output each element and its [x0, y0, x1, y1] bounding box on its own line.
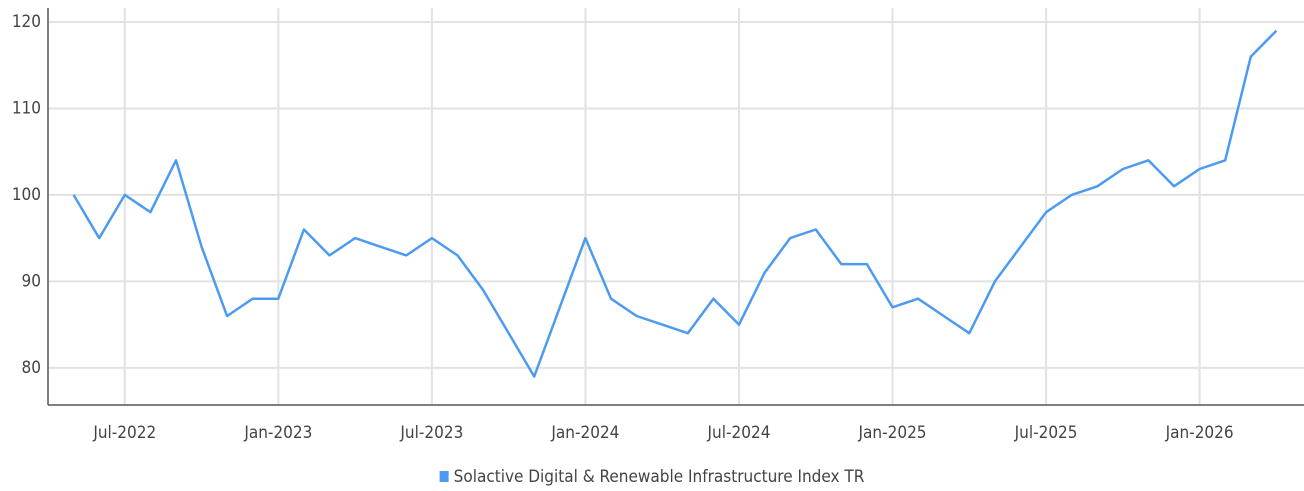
y-tick-label: 80: [22, 358, 41, 378]
legend-label: Solactive Digital & Renewable Infrastruc…: [454, 467, 865, 487]
x-tick-label: Jul-2022: [92, 423, 156, 443]
x-tick-label: Jan-2026: [1165, 423, 1234, 443]
y-tick-label: 110: [12, 98, 41, 118]
x-tick-label: Jul-2024: [707, 423, 771, 443]
legend-swatch: [439, 471, 449, 482]
x-tick-label: Jan-2023: [243, 423, 312, 443]
x-tick-label: Jan-2024: [550, 423, 619, 443]
x-tick-label: Jul-2023: [399, 423, 463, 443]
y-tick-label: 90: [22, 271, 41, 291]
x-tick-label: Jan-2025: [858, 423, 927, 443]
series-line: [72, 29, 1278, 378]
x-tick-label: Jul-2025: [1014, 423, 1078, 443]
y-tick-label: 100: [12, 185, 41, 205]
y-tick-label: 120: [12, 12, 41, 32]
